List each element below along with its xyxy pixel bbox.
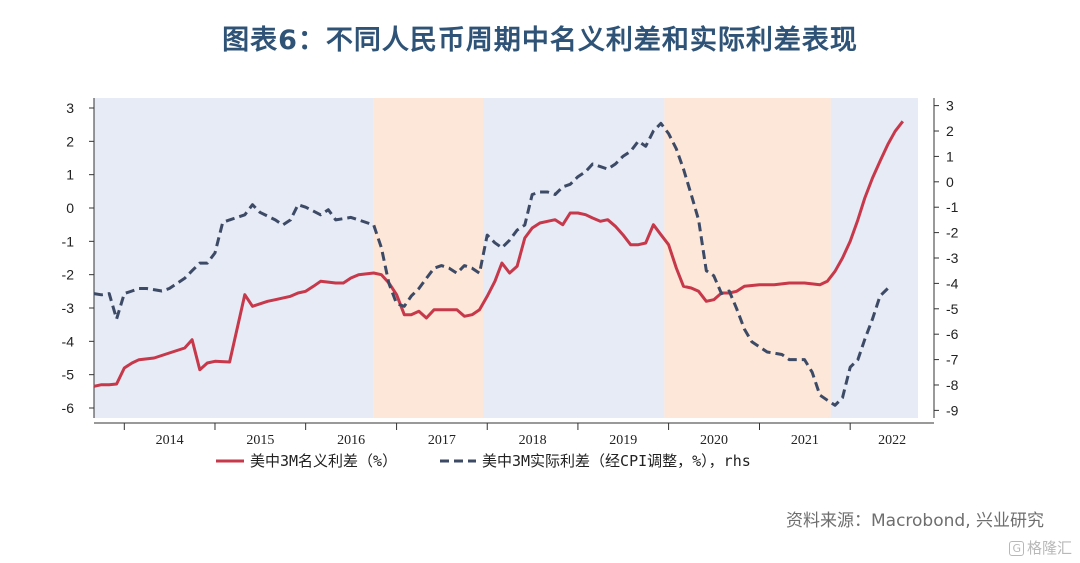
x-tick-label: 2017	[428, 433, 456, 448]
x-tick-label: 2018	[519, 433, 547, 448]
real-spread-line	[93, 121, 889, 407]
period-bands	[94, 98, 918, 418]
watermark: G 格隆汇	[1009, 537, 1072, 558]
left-tick-label: -2	[62, 267, 75, 283]
right-tick-label: 1	[946, 148, 954, 164]
right-tick-label: -3	[946, 250, 959, 266]
legend-label-real: 美中3M实际利差（经CPI调整，%），rhs	[482, 452, 751, 470]
watermark-logo: G	[1009, 541, 1024, 556]
band-blue	[830, 98, 918, 418]
band-orange	[664, 98, 831, 418]
x-tick-label: 2016	[337, 433, 365, 448]
x-tick-label: 2015	[246, 433, 274, 448]
left-tick-label: -4	[62, 333, 75, 349]
left-tick-label: 1	[66, 167, 74, 183]
legend: 美中3M名义利差（%） 美中3M实际利差（经CPI调整，%），rhs	[216, 452, 751, 470]
left-tick-label: 0	[66, 200, 74, 216]
right-tick-label: -7	[946, 352, 959, 368]
right-tick-label: -2	[946, 225, 959, 241]
band-orange	[373, 98, 484, 418]
left-tick-label: -3	[62, 300, 75, 316]
nominal-spread-line	[93, 120, 904, 388]
left-tick-label: 3	[66, 100, 74, 116]
source-note: 资料来源：Macrobond, 兴业研究	[785, 511, 1044, 531]
x-tick-label: 2022	[878, 433, 906, 448]
chart-title: 图表6：不同人民币周期中名义利差和实际利差表现	[222, 25, 858, 56]
left-tick-label: -6	[62, 400, 75, 416]
x-tick-label: 2019	[609, 433, 637, 448]
band-blue	[483, 98, 665, 418]
right-tick-label: 2	[946, 123, 954, 139]
band-blue	[94, 98, 374, 418]
right-tick-label: 0	[946, 174, 954, 190]
x-tick-label: 2021	[791, 433, 819, 448]
right-tick-label: -5	[946, 301, 959, 317]
right-tick-label: 3	[946, 98, 954, 114]
x-tick-label: 2014	[156, 433, 184, 448]
legend-label-nominal: 美中3M名义利差（%）	[250, 452, 397, 470]
left-tick-label: -1	[62, 233, 75, 249]
axes: 3 2 1 0 -1 -2 -3 -4 -5 -6 3 2 1 0 -1 -2 -3 -4 -5 -6 -7 -8 -9 20…	[62, 98, 959, 448]
right-tick-label: -4	[946, 275, 959, 291]
x-tick-label: 2020	[700, 433, 728, 448]
left-tick-label: -5	[62, 367, 75, 383]
watermark-text: 格隆汇	[1026, 539, 1072, 557]
right-tick-label: -8	[946, 377, 959, 393]
right-tick-label: -1	[946, 199, 959, 215]
right-tick-label: -6	[946, 326, 959, 342]
right-tick-label: -9	[946, 402, 959, 418]
left-tick-label: 2	[66, 133, 74, 149]
series-lines	[93, 120, 904, 407]
